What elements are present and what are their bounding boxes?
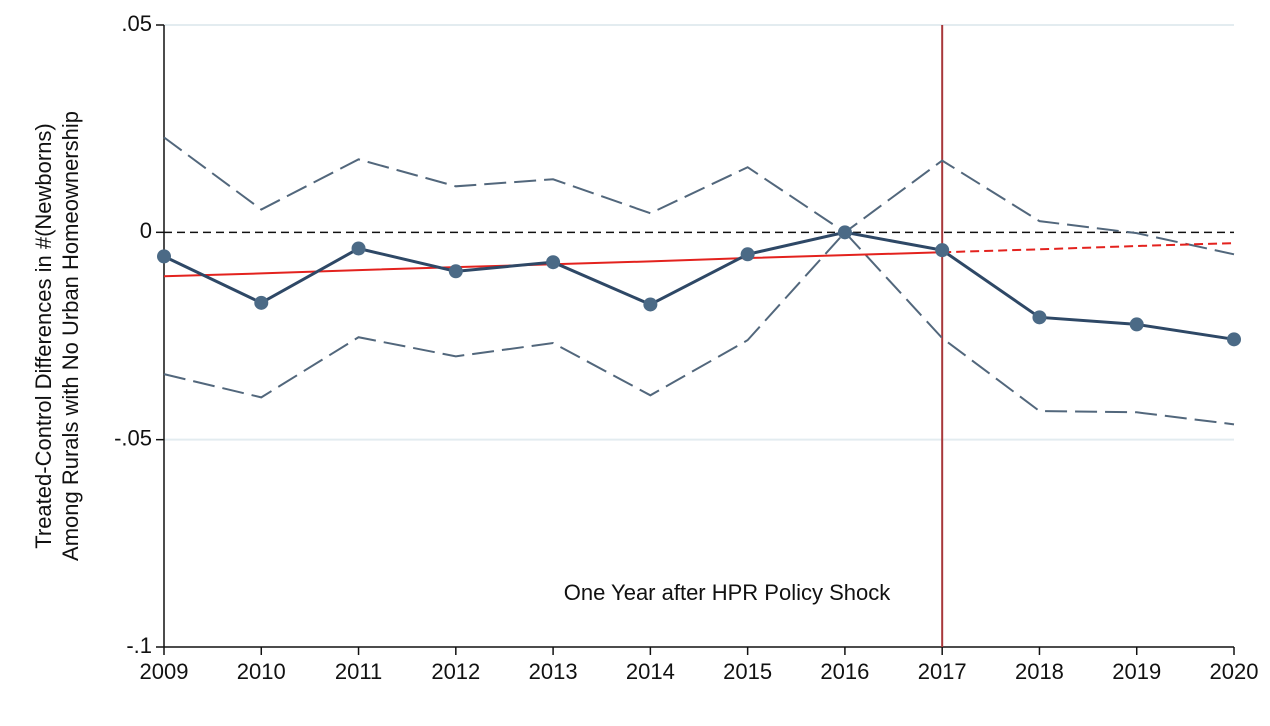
annotation: One Year after HPR Policy Shock xyxy=(564,580,891,605)
x-tick-label: 2011 xyxy=(335,659,382,684)
x-tick-label: 2013 xyxy=(529,659,578,684)
x-tick-label: 2015 xyxy=(723,659,772,684)
x-tick-label: 2009 xyxy=(140,659,189,684)
y-axis-label: Among Rurals with No Urban Homeownership xyxy=(58,111,83,561)
series-line xyxy=(942,242,1235,254)
x-tick-label: 2016 xyxy=(820,659,869,684)
y-axis-label: Treated-Control Differences in #(Newborn… xyxy=(31,123,56,549)
x-tick-label: 2018 xyxy=(1015,659,1064,684)
x-tick-label: 2012 xyxy=(431,659,480,684)
series-line xyxy=(163,230,1235,341)
marker xyxy=(157,249,171,264)
marker xyxy=(254,295,269,310)
x-tick-label: 2010 xyxy=(237,659,286,684)
marker xyxy=(935,243,950,258)
marker xyxy=(546,255,561,270)
marker xyxy=(448,264,463,279)
marker xyxy=(1227,332,1241,347)
y-tick-label: -.05 xyxy=(114,425,152,450)
y-tick-label: -.1 xyxy=(126,633,152,658)
marker xyxy=(837,225,852,240)
series-line xyxy=(163,136,1235,256)
x-tick-label: 2014 xyxy=(626,659,675,684)
series-line xyxy=(163,230,1235,426)
x-tick-label: 2017 xyxy=(918,659,967,684)
marker xyxy=(740,247,755,262)
marker xyxy=(643,297,658,312)
x-tick-label: 2020 xyxy=(1210,659,1259,684)
x-tick-label: 2019 xyxy=(1112,659,1161,684)
marker xyxy=(1032,310,1047,325)
marker xyxy=(351,241,366,256)
y-tick-label: 0 xyxy=(140,218,152,243)
y-tick-label: .05 xyxy=(121,11,152,36)
marker xyxy=(1129,317,1144,332)
